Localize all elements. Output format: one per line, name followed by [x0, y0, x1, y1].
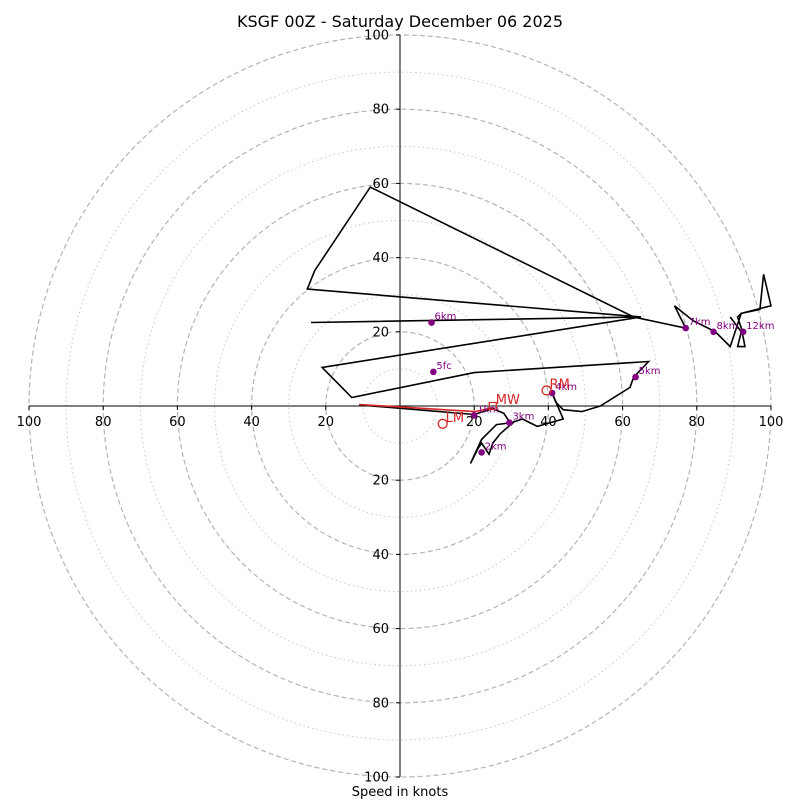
y-tick-label: 40: [372, 251, 389, 266]
x-tick-label: 20: [466, 415, 483, 430]
x-tick-label: 40: [243, 415, 260, 430]
height-marker-label: 4km: [555, 382, 577, 393]
height-marker-label: 3km: [512, 412, 534, 423]
hodograph-markers: 1km 2km 3km 4km 5km 5fc 6km 7km 8km 12km RM MW LM: [428, 312, 774, 456]
height-marker-dot: [632, 373, 639, 381]
height-marker-label: 8km: [716, 321, 738, 332]
x-tick-label: 80: [95, 415, 112, 430]
height-marker-dot: [682, 324, 689, 332]
y-tick-label: 60: [372, 177, 389, 192]
chart-title: KSGF 00Z - Saturday December 06 2025: [237, 12, 563, 31]
motion-marker-label: RM: [550, 377, 570, 392]
y-tick-label: 80: [372, 696, 389, 711]
motion-marker-rm: [541, 385, 552, 396]
height-marker-dot: [739, 328, 747, 336]
x-tick-label: 60: [614, 415, 631, 430]
y-tick-label: 60: [372, 622, 389, 637]
height-marker-label: 12km: [746, 321, 774, 332]
y-tick-label: 20: [372, 325, 389, 340]
height-marker-label: 7km: [689, 317, 711, 328]
height-marker-dot: [430, 368, 437, 376]
height-marker-dot: [478, 449, 485, 456]
height-marker-label: 2km: [485, 441, 507, 452]
height-marker-label: 5fc: [436, 361, 451, 372]
y-tick-label: 80: [372, 103, 389, 118]
y-tick-label: 100: [364, 29, 389, 44]
y-tick-label: 20: [372, 474, 389, 489]
motion-marker-mw: [488, 401, 497, 411]
height-marker-label: 6km: [435, 312, 457, 323]
x-tick-label: 100: [759, 415, 784, 430]
height-marker-dot: [710, 328, 717, 336]
height-marker-dot: [470, 411, 478, 419]
y-tick-label: 100: [364, 771, 389, 786]
x-tick-label: 100: [17, 415, 42, 430]
y-tick-label: 40: [372, 548, 389, 563]
height-marker-label: 5km: [639, 366, 661, 377]
motion-marker-label: LM: [446, 411, 464, 426]
x-tick-label: 60: [169, 415, 186, 430]
hodograph-lines: [306, 186, 772, 464]
axis-ticks: 100 80 60 40 20 20 40 60 80 100100806040202040608…: [17, 29, 784, 786]
x-tick-label: 20: [318, 415, 335, 430]
height-marker-label: 1km: [477, 404, 499, 415]
motion-marker-label: MW: [496, 393, 520, 408]
hodograph-trace: [306, 186, 772, 464]
motion-marker-lm: [437, 418, 448, 429]
x-tick-label: 80: [689, 415, 706, 430]
mean-wind-segment: [359, 403, 493, 413]
height-marker-dot: [428, 319, 435, 326]
height-marker-dot: [506, 419, 513, 426]
x-axis-title: Speed in knots: [352, 785, 449, 800]
axes: [29, 35, 771, 777]
